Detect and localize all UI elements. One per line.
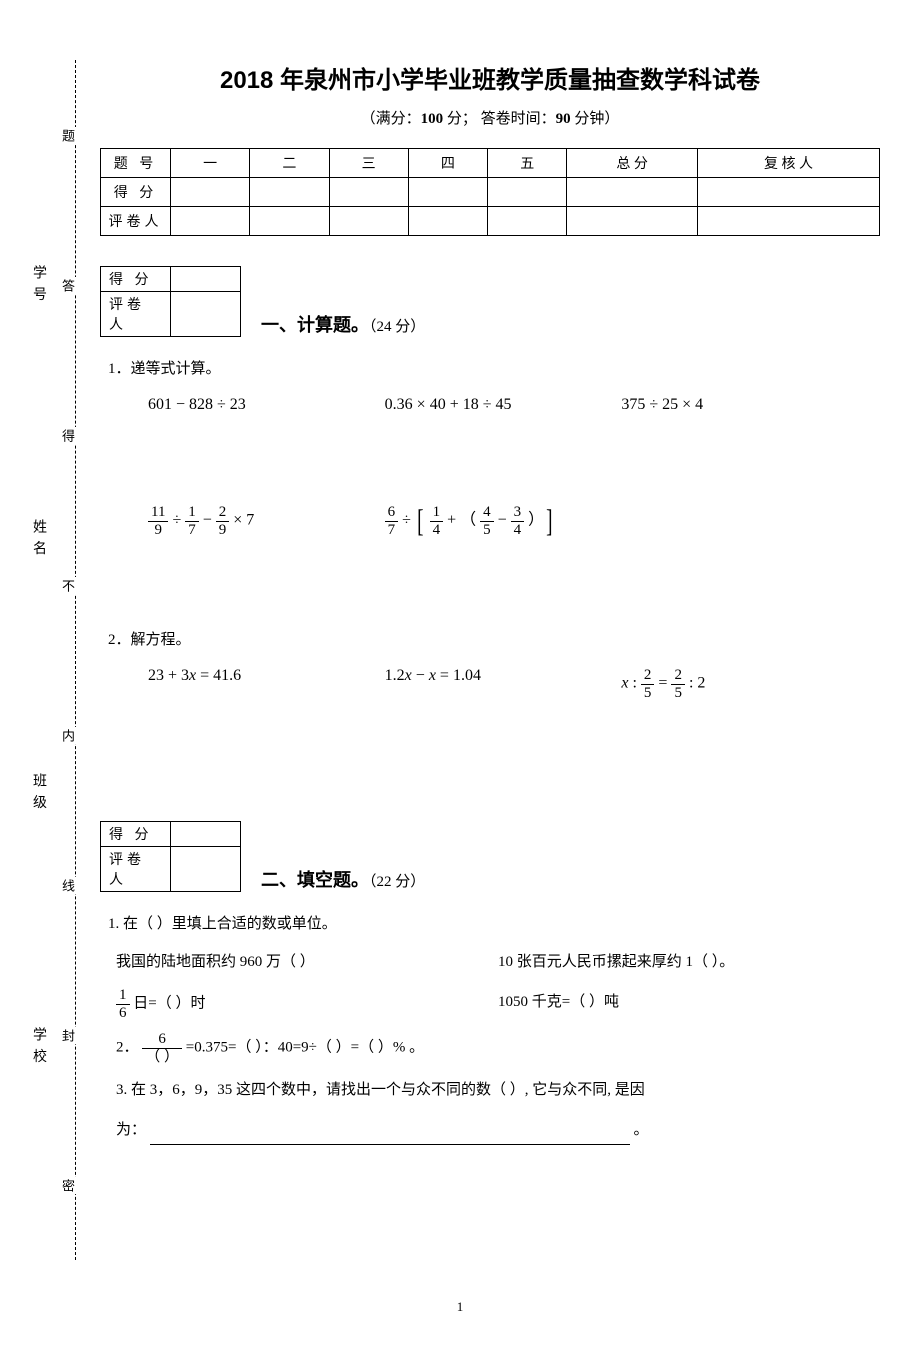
s2-q1-label: 1. 在（ ）里填上合适的数或单位。 <box>108 912 880 933</box>
s2-q1-line1-left: 我国的陆地面积约 960 万（ ） <box>116 947 498 977</box>
row-header: 得 分 <box>101 178 171 207</box>
section-2-header: 得 分 评卷人 二、填空题。（22 分） <box>100 821 880 892</box>
row-header: 题 号 <box>101 149 171 178</box>
section-2-title: 二、填空题。（22 分） <box>261 866 425 892</box>
dash-char: 题 <box>58 127 77 144</box>
s2-q3-line2-suffix: 。 <box>634 1122 649 1138</box>
eq-tail: × 7 <box>229 512 254 529</box>
s2-q1-line1-right: 10 张百元人民币摞起来厚约 1（ ）。 <box>498 947 880 977</box>
subtitle-prefix: （满分： <box>361 111 421 127</box>
dashed-annotations: 题 答 得 不 内 线 封 密 <box>58 60 77 1260</box>
section-points: （22 分） <box>369 874 425 890</box>
dash-char: 答 <box>58 277 77 294</box>
fraction: 25 <box>641 667 655 701</box>
fraction: 34 <box>511 504 525 538</box>
eq-1a: 601 − 828 ÷ 23 <box>140 396 377 414</box>
section-1-header: 得 分 评卷人 一、计算题。（24 分） <box>100 266 880 337</box>
fraction: 67 <box>385 504 399 538</box>
mini-row: 评卷人 <box>101 847 171 892</box>
bracket-right-icon: ] <box>546 508 552 534</box>
col-header: 三 <box>329 149 408 178</box>
section-score-table: 得 分 评卷人 <box>100 266 241 337</box>
fraction: 17 <box>185 504 199 538</box>
s2-q3-line2-prefix: 为： <box>116 1122 146 1138</box>
exam-subtitle: （满分：100 分； 答卷时间：90 分钟） <box>100 107 880 128</box>
class-label: 班 级 <box>28 773 48 811</box>
fraction: 16 <box>116 987 130 1021</box>
equation-row-3: 23 + 3x = 41.6 1.2x − x = 1.04 x : 25 = … <box>140 667 850 701</box>
bracket-left-icon: [ <box>417 508 423 534</box>
score-summary-table: 题 号 一 二 三 四 五 总 分 复 核 人 得 分 评卷人 <box>100 148 880 236</box>
fill-in-blank-line <box>150 1129 630 1145</box>
eq-2b: 67 ÷ [ 14 + （ 45 − 34 ）] <box>377 504 614 538</box>
dash-char: 密 <box>58 1177 77 1194</box>
school-label: 学 校 <box>28 1027 48 1065</box>
s2-q1-line2: 16 日=（ ）时 1050 千克=（ ）吨 <box>116 987 880 1021</box>
subtitle-suffix: 分钟） <box>571 111 620 127</box>
s2-q1-line2-left-suffix: 日=（ ）时 <box>130 995 206 1011</box>
s2-q1-line1: 我国的陆地面积约 960 万（ ） 10 张百元人民币摞起来厚约 1（ ）。 <box>116 947 880 977</box>
s2-q1-line2-right: 1050 千克=（ ）吨 <box>498 987 880 1021</box>
section-points: （24 分） <box>369 319 425 335</box>
equation-row-2: 119 ÷ 17 − 29 × 7 67 ÷ [ 14 + （ 45 − 34 … <box>140 504 850 538</box>
section-score-table: 得 分 评卷人 <box>100 821 241 892</box>
student-id-label: 学 号 <box>28 265 48 303</box>
table-row: 评卷人 <box>101 207 880 236</box>
eq-1c: 375 ÷ 25 × 4 <box>613 396 850 414</box>
name-label: 姓 名 <box>28 519 48 557</box>
q2-label: 2．解方程。 <box>108 628 880 649</box>
eq-2c-empty <box>613 504 850 538</box>
dash-char: 封 <box>58 1027 77 1044</box>
eq-3c: x : 25 = 25 : 2 <box>613 667 850 701</box>
s2-q3-line2: 为： 。 <box>116 1115 880 1145</box>
col-header: 复 核 人 <box>697 149 879 178</box>
eq-2a: 119 ÷ 17 − 29 × 7 <box>140 504 377 538</box>
dash-char: 内 <box>58 727 77 744</box>
s2-q2: 2． 6（ ） =0.375=（ ）：40=9÷（ ）=（ ）% 。 <box>116 1031 880 1065</box>
row-header: 评卷人 <box>101 207 171 236</box>
fraction: 29 <box>216 504 230 538</box>
eq-1b: 0.36 × 40 + 18 ÷ 45 <box>377 396 614 414</box>
dash-char: 线 <box>58 877 77 894</box>
dash-char: 不 <box>58 577 77 594</box>
fraction: 6（ ） <box>142 1031 182 1065</box>
exam-time: 90 <box>556 111 571 127</box>
fraction: 45 <box>480 504 494 538</box>
col-header: 二 <box>250 149 329 178</box>
section-title-text: 二、填空题。 <box>261 870 369 890</box>
dash-char: 得 <box>58 427 77 444</box>
mini-row: 得 分 <box>101 267 171 292</box>
mini-row: 得 分 <box>101 822 171 847</box>
s2-q2-rest: =0.375=（ ）：40=9÷（ ）=（ ）% 。 <box>186 1039 424 1055</box>
q1-label: 1．递等式计算。 <box>108 357 880 378</box>
col-header: 一 <box>171 149 250 178</box>
eq-3a: 23 + 3x = 41.6 <box>140 667 377 701</box>
s2-q2-prefix: 2． <box>116 1039 139 1055</box>
mini-row: 评卷人 <box>101 292 171 337</box>
col-header: 四 <box>408 149 487 178</box>
exam-title: 2018 年泉州市小学毕业班教学质量抽查数学科试卷 <box>100 60 880 95</box>
fraction: 14 <box>430 504 444 538</box>
subtitle-mid: 分； 答卷时间： <box>443 111 556 127</box>
table-row: 得 分 <box>101 178 880 207</box>
fraction: 25 <box>671 667 685 701</box>
fraction: 119 <box>148 504 168 538</box>
table-row: 题 号 一 二 三 四 五 总 分 复 核 人 <box>101 149 880 178</box>
eq-3b: 1.2x − x = 1.04 <box>377 667 614 701</box>
col-header: 总 分 <box>567 149 698 178</box>
full-score: 100 <box>421 111 444 127</box>
s2-q3-line1: 3. 在 3，6，9，35 这四个数中，请找出一个与众不同的数（ ）, 它与众不… <box>116 1075 880 1105</box>
equation-row-1: 601 − 828 ÷ 23 0.36 × 40 + 18 ÷ 45 375 ÷… <box>140 396 850 414</box>
section-1-title: 一、计算题。（24 分） <box>261 311 425 337</box>
binding-labels: 学 号 姓 名 班 级 学 校 <box>28 265 48 1065</box>
col-header: 五 <box>488 149 567 178</box>
section-title-text: 一、计算题。 <box>261 315 369 335</box>
page-number: 1 <box>457 1299 464 1315</box>
s2-q1-line2-left: 16 日=（ ）时 <box>116 987 498 1021</box>
